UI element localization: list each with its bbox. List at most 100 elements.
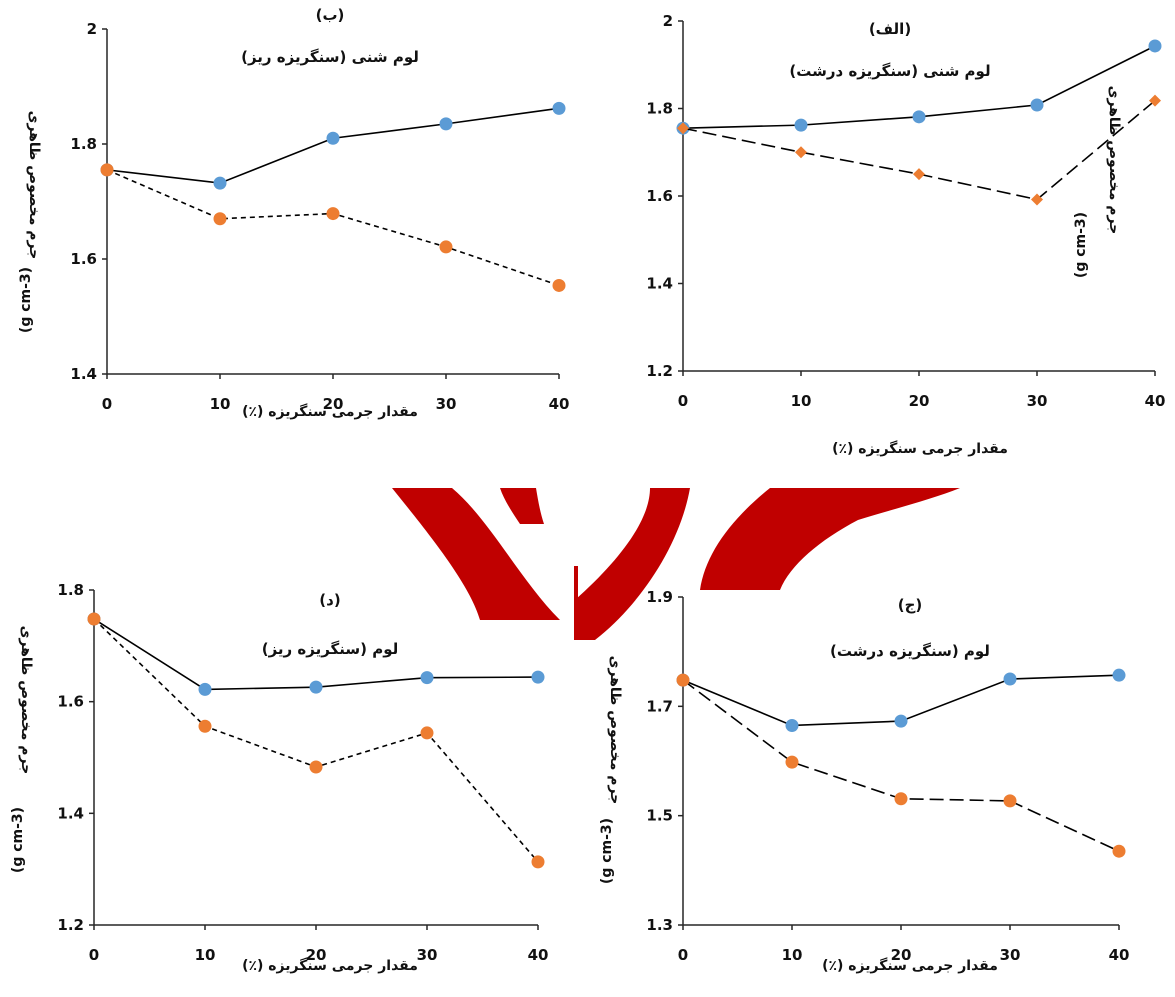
data-point-circle	[309, 760, 323, 774]
data-point-circle	[326, 207, 340, 221]
watermark-shape-2	[500, 488, 544, 524]
series-line-dashed	[682, 679, 1120, 852]
data-point-circle	[912, 110, 926, 124]
data-point-circle	[1030, 98, 1044, 112]
x-tick-label: 0	[678, 946, 688, 964]
chart-title: لوم (سنگریزه ریز)	[262, 640, 399, 658]
chart-panel-dal: 1.2 1.4 1.6 1.8 0 10 20 30 40 (د) لوم (سنگریزه ریز…	[10, 581, 548, 974]
data-point-circle	[894, 714, 908, 728]
y-axis-unit: (g cm-3)	[10, 807, 26, 873]
y-tick-label: 1.9	[646, 588, 673, 606]
chart-title: لوم (سنگریزه درشت)	[830, 642, 990, 660]
y-tick-label: 1.2	[646, 362, 673, 380]
x-tick-label: 0	[678, 392, 688, 410]
data-point-circle	[1148, 39, 1162, 53]
data-point-diamond	[1031, 193, 1043, 206]
panel-label: (الف)	[869, 20, 911, 38]
data-point-circle	[326, 131, 340, 145]
data-point-circle	[531, 855, 545, 869]
x-axis-label: مقدار جرمی سنگریزه (٪)	[832, 440, 1008, 457]
x-tick-label: 30	[1000, 946, 1021, 964]
data-point-diamond	[795, 146, 807, 159]
x-axis-label: مقدار جرمی سنگریزه (٪)	[242, 957, 418, 974]
data-point-circle	[439, 117, 453, 131]
panel-label: (د)	[319, 591, 340, 609]
panel-label: (ب)	[316, 6, 345, 24]
y-tick-label: 1.7	[646, 697, 673, 715]
x-tick-label: 30	[417, 946, 438, 964]
data-point-diamond	[677, 122, 689, 135]
data-point-circle	[785, 718, 799, 732]
x-tick-label: 20	[891, 946, 912, 964]
watermark-shape-5	[574, 566, 578, 640]
y-tick-label: 1.4	[57, 804, 84, 822]
x-axis-label: مقدار جرمی سنگریزه (٪)	[242, 403, 418, 420]
y-tick-label: 1.6	[70, 250, 97, 268]
data-point-circle	[1112, 668, 1126, 682]
x-tick-label: 40	[549, 395, 570, 413]
chart-panel-jim: 1.3 1.5 1.7 1.9 0 10 20 30 40 (ج) لوم (سنگریزه درش…	[599, 588, 1129, 974]
x-tick-label: 30	[436, 395, 457, 413]
chart-panel-alef: 1.21.41.61.820 10 20 30 40(الف)لوم شنی (سنگر…	[646, 12, 1165, 457]
watermark-shape-3	[575, 488, 690, 640]
y-axis-label: جرم مخصوص ظاهری	[26, 111, 42, 260]
data-point-circle	[894, 792, 908, 806]
x-axis-label: مقدار جرمی سنگریزه (٪)	[822, 957, 998, 974]
y-axis-label: جرم مخصوص ظاهری	[1106, 86, 1122, 235]
chart-title: لوم شنی (سنگریزه درشت)	[789, 62, 990, 80]
y-tick-label: 1.4	[70, 365, 97, 383]
x-tick-label: 10	[791, 392, 812, 410]
data-point-circle	[309, 680, 323, 694]
data-point-circle	[100, 163, 114, 177]
data-point-diamond	[1149, 94, 1161, 107]
series-line-dotted	[106, 169, 560, 287]
x-tick-label: 20	[909, 392, 930, 410]
watermark	[392, 488, 960, 640]
x-tick-label: 40	[1109, 946, 1130, 964]
data-point-circle	[1003, 794, 1017, 808]
y-tick-label: 1.6	[57, 693, 84, 711]
x-tick-label: 0	[102, 395, 112, 413]
data-point-circle	[198, 719, 212, 733]
data-point-circle	[1112, 844, 1126, 858]
data-point-circle	[531, 670, 545, 684]
y-tick-label: 2	[663, 12, 673, 30]
y-tick-label: 1.3	[646, 916, 673, 934]
y-axis-unit: (g cm-3)	[599, 818, 615, 884]
watermark-shape-4	[700, 488, 960, 590]
data-point-circle	[785, 755, 799, 769]
chart-panel-be: 1.41.61.820 10 20 30 40(ب)لوم شنی (سنگریزه ر…	[18, 6, 569, 420]
data-point-circle	[420, 726, 434, 740]
y-tick-label: 1.8	[70, 135, 97, 153]
x-tick-label: 0	[89, 946, 99, 964]
series-line-solid	[106, 107, 560, 184]
y-tick-label: 1.6	[646, 187, 673, 205]
y-tick-label: 2	[87, 20, 97, 38]
watermark-shape-1	[392, 488, 560, 620]
y-axis-unit: (g cm-3)	[18, 267, 34, 333]
y-axis-label: جرم مخصوص ظاهری	[18, 626, 34, 775]
data-point-circle	[198, 682, 212, 696]
data-point-circle	[439, 240, 453, 254]
data-point-circle	[213, 212, 227, 226]
data-point-circle	[794, 118, 808, 132]
x-tick-label: 10	[210, 395, 231, 413]
x-tick-label: 10	[782, 946, 803, 964]
data-point-circle	[87, 612, 101, 626]
x-tick-label: 40	[528, 946, 549, 964]
data-point-circle	[552, 101, 566, 115]
data-point-circle	[552, 278, 566, 292]
data-point-circle	[213, 176, 227, 190]
data-point-circle	[420, 671, 434, 685]
data-point-circle	[1003, 672, 1017, 686]
y-tick-label: 1.2	[57, 916, 84, 934]
y-axis-unit: (g cm-3)	[1073, 212, 1089, 278]
x-tick-label: 40	[1145, 392, 1166, 410]
panel-label: (ج)	[898, 596, 923, 614]
x-tick-label: 30	[1027, 392, 1048, 410]
x-tick-label: 20	[306, 946, 327, 964]
y-tick-label: 1.8	[57, 581, 84, 599]
x-tick-label: 20	[323, 395, 344, 413]
chart-title: لوم شنی (سنگریزه ریز)	[241, 48, 419, 66]
